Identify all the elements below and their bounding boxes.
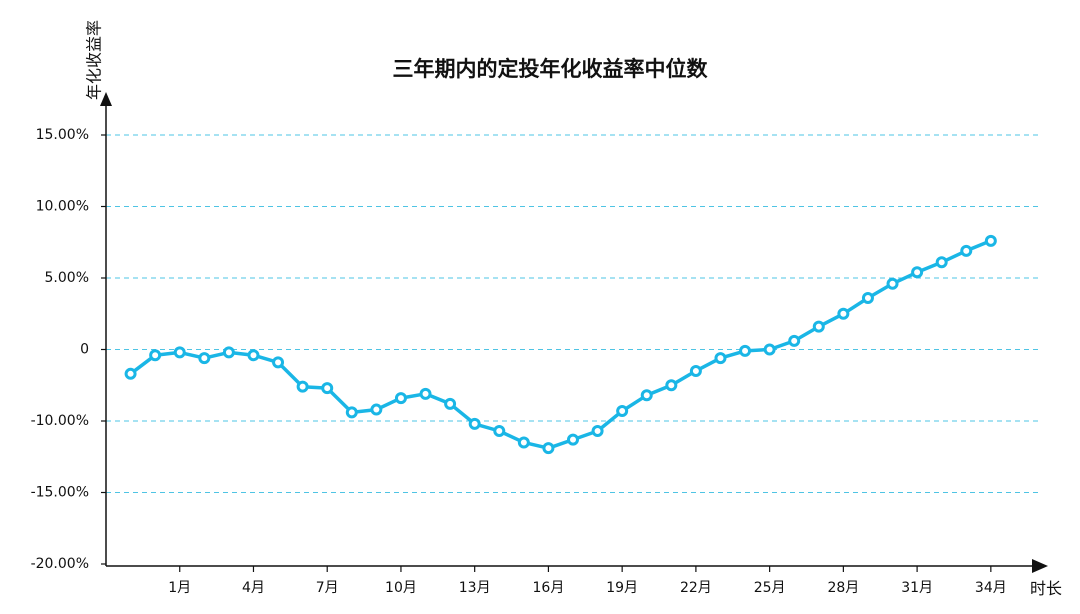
data-point [542,442,555,455]
data-point [222,346,235,359]
x-tick-label: 34月 [975,580,1007,596]
data-point [960,244,973,257]
x-tick-label: 4月 [242,580,265,596]
data-point [493,425,506,438]
data-point [689,364,702,377]
y-axis-arrow [100,92,112,106]
y-tick-labels: 15.00% 10.00% 5.00% 0 -10.00% -15.00% -20.00% [31,127,106,572]
data-point [665,379,678,392]
y-tick-label: -15.00% [31,485,89,501]
data-point [173,346,186,359]
x-tick-label: 13月 [459,580,491,596]
data-point [837,307,850,320]
data-point [739,344,752,357]
chart-title: 三年期内的定投年化收益率中位数 [393,57,709,81]
data-point [788,334,801,347]
data-point [394,392,407,405]
x-axis-arrow [1032,559,1048,573]
data-point [124,367,137,380]
y-tick-label: 15.00% [36,127,89,143]
data-point [591,425,604,438]
data-point [616,404,629,417]
x-axis-label: 时长 [1030,579,1062,598]
data-point [272,356,285,369]
data-point [984,234,997,247]
data-point [149,349,162,362]
data-point [861,292,874,305]
data-point [247,349,260,362]
x-tick-label: 10月 [385,580,417,596]
x-tick-label: 16月 [533,580,565,596]
y-tick-label: 0 [80,342,89,358]
data-point [345,406,358,419]
y-tick-label: -20.00% [31,556,89,572]
data-point [517,436,530,449]
gridlines [106,134,1040,493]
data-point [886,277,899,290]
y-tick-label: -10.00% [31,413,89,429]
series-line [128,239,993,450]
x-tick-label: 1月 [168,580,191,596]
data-point [567,433,579,446]
x-tick-label: 7月 [316,580,339,596]
data-point [321,382,334,395]
data-point [370,403,383,416]
data-point [714,352,727,365]
x-tick-label: 19月 [606,580,638,596]
data-point [640,389,653,402]
axes [100,92,1048,573]
y-axis-label: 年化收益率 [85,20,104,100]
series-median-return [124,234,997,455]
data-point [468,417,481,430]
data-point [419,387,432,400]
data-point [911,266,924,279]
x-tick-labels: 1月 4月 7月 10月 13月 16月 19月 22月 25月 28月 31月 34月 [168,566,1007,596]
data-point [763,343,776,356]
y-tick-label: 10.00% [36,199,89,215]
y-tick-label: 5.00% [45,270,89,286]
data-point [812,320,825,333]
data-point [198,352,211,365]
x-tick-label: 25月 [754,580,786,596]
x-tick-label: 31月 [901,580,933,596]
x-tick-label: 22月 [680,580,712,596]
x-tick-label: 28月 [827,580,859,596]
data-point [444,397,457,410]
data-point [296,380,309,393]
data-point [935,256,948,269]
